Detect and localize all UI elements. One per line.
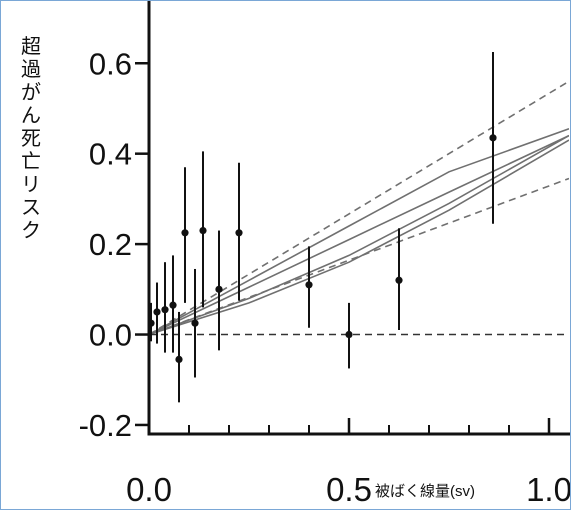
data-point-11 — [345, 302, 353, 369]
data-point-4 — [175, 311, 183, 403]
data-points — [149, 51, 497, 403]
x-tick-label: 1.0 — [526, 471, 570, 508]
y-axis-label-char: 亡 — [21, 150, 41, 173]
fit-lines — [149, 80, 569, 336]
point-marker — [181, 229, 189, 237]
data-point-6 — [191, 268, 199, 378]
y-tick-label: -0.2 — [79, 408, 132, 443]
fit-line-2 — [149, 134, 569, 336]
x-axis-label: 被ばく線量(sv) — [375, 483, 475, 500]
data-point-10 — [305, 246, 313, 328]
data-point-9 — [235, 162, 243, 301]
fit-line-0 — [149, 134, 569, 336]
point-marker — [191, 319, 199, 327]
fit-line-3 — [149, 139, 569, 336]
y-tick-label: 0.4 — [89, 137, 132, 172]
point-marker — [153, 308, 161, 316]
point-marker — [345, 330, 353, 339]
data-point-1 — [153, 282, 161, 344]
point-marker — [235, 229, 243, 237]
fit-bound-line-4 — [149, 80, 569, 336]
y-axis-label-char: 過 — [21, 58, 41, 81]
data-point-2 — [161, 262, 169, 353]
data-point-3 — [169, 255, 177, 353]
y-axis-label-char: ス — [21, 197, 41, 219]
x-tick-label: 0.5 — [326, 471, 372, 508]
data-point-13 — [489, 51, 497, 224]
data-point-12 — [395, 228, 403, 331]
y-axis-label-char: リ — [21, 174, 41, 196]
point-marker — [199, 226, 207, 235]
y-tick-label: 0.6 — [89, 46, 132, 81]
point-marker — [489, 134, 497, 142]
x-tick-label: 0.0 — [126, 471, 172, 508]
data-point-5 — [181, 167, 189, 303]
y-tick-label: 0.2 — [89, 227, 132, 262]
axes — [135, 1, 571, 436]
data-point-8 — [215, 230, 223, 351]
y-tick-label: 0.0 — [89, 318, 132, 353]
y-axis-label-char: ク — [21, 219, 41, 242]
fit-line-1 — [149, 128, 569, 336]
x-axis-label-group: 被ばく線量(sv) — [373, 478, 521, 500]
x-axis-label-backing — [373, 478, 521, 500]
y-axis-label-char: 超 — [21, 35, 41, 58]
tick-labels: -0.2 0.0 0.2 0.4 0.6 0.0 0.5 1.0 被ばく線量(sv) 超過がん死亡… — [21, 35, 571, 508]
point-marker — [169, 301, 177, 309]
point-marker — [215, 285, 223, 293]
y-axis-label-char: が — [21, 81, 41, 104]
point-marker — [305, 281, 313, 289]
y-axis-label-char: 死 — [21, 128, 41, 150]
y-axis-label-char: ん — [21, 105, 41, 127]
point-marker — [395, 276, 403, 284]
data-point-7 — [199, 151, 207, 308]
point-marker — [161, 306, 169, 314]
point-marker — [175, 355, 183, 363]
